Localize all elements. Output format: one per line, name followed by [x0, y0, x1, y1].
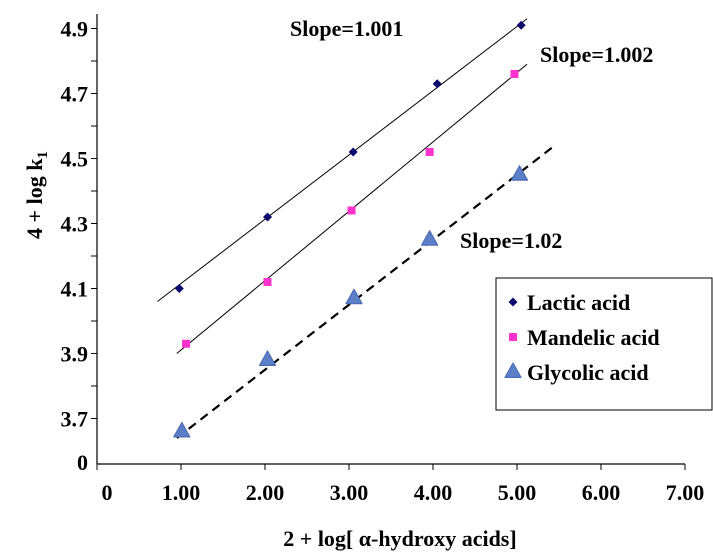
- axes: 3.7 3.9 4.1 4.3 4.5 4.7 4.9 00 1.00 2.00 3.00 4.00 5…: [61, 14, 705, 505]
- legend-marker: [508, 297, 518, 307]
- x-tick-label: 2.00: [246, 480, 285, 505]
- data-point: [516, 20, 526, 30]
- data-point: [174, 284, 184, 293]
- data-point: [348, 147, 358, 157]
- legend-marker: [509, 333, 517, 341]
- y-tick-label: 3.9: [61, 342, 89, 367]
- y-tick-label: 4.7: [61, 82, 89, 107]
- data-point: [182, 339, 191, 348]
- legend: Lactic acid Mandelic acid Glycolic acid: [495, 277, 713, 411]
- data-point: [432, 79, 442, 89]
- x-axis-label: 2 + log[ α-hydroxy acids]: [283, 526, 516, 551]
- x-tick-label: 6.00: [582, 480, 621, 505]
- fit-line: [176, 144, 556, 439]
- x-tick-label: 0: [102, 480, 113, 505]
- data-point: [510, 70, 519, 78]
- x-tick-label: 7.00: [666, 480, 705, 505]
- slope-label: Slope=1.02: [460, 228, 562, 253]
- legend-label: Mandelic acid: [527, 325, 660, 350]
- slope-label: Slope=1.001: [290, 16, 403, 41]
- x-tick-label: 3.00: [330, 480, 369, 505]
- data-point: [345, 288, 363, 305]
- legend-box: [495, 277, 713, 411]
- data-point: [347, 206, 356, 215]
- data-point: [173, 421, 191, 438]
- data-point: [421, 230, 439, 246]
- y-tick-label: 4.9: [61, 17, 89, 42]
- legend-label: Lactic acid: [527, 290, 630, 315]
- x-tick-label: 4.00: [414, 480, 453, 505]
- y-tick-label: 4.5: [61, 147, 89, 172]
- slope-annotations: Slope=1.001 Slope=1.002 Slope=1.02: [290, 16, 653, 253]
- y-tick-label: 4.3: [61, 212, 89, 237]
- data-point: [510, 165, 529, 181]
- data-point: [425, 148, 434, 156]
- y-tick-label: 3.7: [61, 407, 89, 432]
- y-axis-label-subscript: 1: [35, 151, 51, 159]
- y-origin-label: 0: [77, 450, 88, 475]
- y-tick-label: 4.1: [61, 277, 89, 302]
- slope-label: Slope=1.002: [540, 42, 653, 67]
- legend-label: Glycolic acid: [527, 360, 649, 385]
- fit-line: [157, 18, 528, 302]
- data-point: [263, 278, 272, 286]
- y-axis-label: 4 + log k1: [22, 151, 51, 239]
- x-tick-label: 1.00: [162, 480, 201, 505]
- data-point: [258, 350, 277, 366]
- legend-marker: [504, 362, 522, 378]
- data-points: [173, 20, 529, 438]
- data-point: [263, 212, 273, 222]
- y-axis-label-main: 4 + log k: [22, 158, 47, 239]
- x-tick-label: 5.00: [498, 480, 537, 505]
